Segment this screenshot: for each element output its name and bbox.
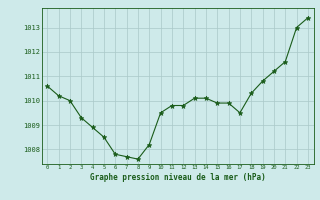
X-axis label: Graphe pression niveau de la mer (hPa): Graphe pression niveau de la mer (hPa) — [90, 173, 266, 182]
